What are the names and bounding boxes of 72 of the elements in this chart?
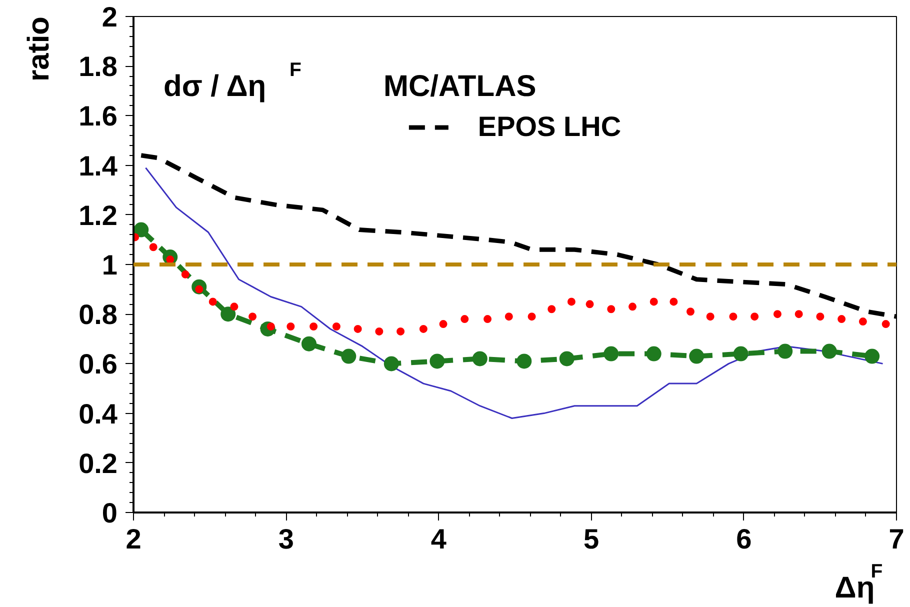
point (586, 300, 594, 308)
y-tick-label: 0.2 (78, 448, 118, 479)
y-tick-label: 0.6 (78, 348, 118, 380)
point (604, 346, 619, 362)
x-tick-label: 2 (126, 524, 142, 554)
point (332, 322, 340, 330)
point (460, 315, 469, 324)
y-axis-title: ratio (22, 16, 56, 82)
point (208, 298, 217, 306)
point (439, 320, 448, 328)
x-tick-label: 7 (888, 524, 904, 554)
point (750, 312, 759, 321)
point (230, 302, 238, 311)
point (516, 354, 532, 369)
point (670, 298, 678, 306)
point (248, 312, 257, 321)
point (706, 312, 714, 321)
point (794, 310, 803, 318)
legend-label: EPOS LHC (478, 111, 622, 143)
point (286, 322, 295, 330)
point (607, 305, 616, 314)
x-tick-label: 4 (430, 524, 447, 554)
point (301, 336, 316, 352)
point (220, 306, 236, 322)
point (559, 351, 574, 366)
point (567, 298, 576, 306)
point (650, 298, 658, 306)
point (430, 354, 445, 369)
point (528, 312, 536, 321)
point (134, 222, 149, 238)
y-tick-label: 2 (102, 2, 118, 32)
point (149, 243, 158, 252)
point (816, 312, 824, 321)
point (729, 312, 738, 321)
y-tick-label: 0.8 (78, 299, 118, 330)
point (778, 344, 793, 359)
point (419, 324, 428, 333)
y-tick-label: 0.4 (78, 398, 118, 430)
point (628, 302, 636, 311)
x-tick-label: 6 (736, 524, 752, 554)
y-tick-label: 1.6 (78, 100, 118, 132)
line-series (144, 167, 884, 420)
point (181, 270, 190, 278)
x-tick-label: 3 (278, 524, 294, 554)
point (646, 346, 662, 362)
y-tick-label: 1.4 (78, 150, 118, 182)
point (504, 312, 513, 321)
point (484, 315, 492, 324)
y-tick-label: 1.2 (78, 200, 118, 231)
y-tick-label: 1 (102, 250, 118, 280)
point (822, 344, 837, 359)
point (354, 324, 362, 333)
x-tick-label: 5 (584, 524, 600, 554)
y-tick-label: 0 (102, 498, 118, 528)
point (864, 348, 880, 364)
point (396, 327, 405, 336)
point (686, 308, 694, 316)
point (858, 318, 867, 326)
point (341, 348, 356, 364)
point (733, 346, 748, 362)
point (548, 305, 556, 314)
point (384, 356, 399, 372)
annotation: MC/ATLAS (384, 70, 536, 103)
point (773, 310, 782, 318)
point (375, 327, 384, 336)
point (472, 351, 488, 366)
point (882, 320, 890, 328)
y-tick-label: 1.8 (78, 51, 118, 82)
point (838, 315, 846, 324)
point (689, 348, 704, 364)
point (310, 322, 318, 330)
annotation: dσ / ΔηF (164, 59, 302, 103)
